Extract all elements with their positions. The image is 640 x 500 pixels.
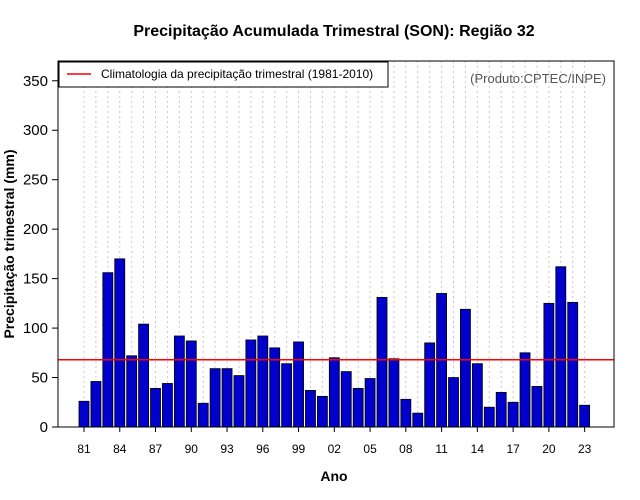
bar-2012 [448,377,459,428]
y-axis: 0 50 100 150 200 250 300 350 [23,73,58,436]
y-axis-label: Precipitação trimestral (mm) [1,149,17,338]
bar-2007 [388,358,400,428]
source-note: (Produto:CPTEC/INPE) [470,71,606,86]
bar-2015 [483,406,495,428]
legend-box [58,61,389,88]
bar-1998 [281,363,293,428]
bar-1995 [245,339,257,428]
bar-1999 [293,341,304,428]
y-tick-label-250: 250 [23,172,48,189]
x-axis-label: Ano [320,468,347,484]
bar-2014 [471,363,483,428]
bar-2016 [495,391,507,428]
bar-2022 [567,301,579,428]
bar-2013 [460,308,471,428]
bar-2003 [340,371,352,428]
bar-1985 [126,355,138,428]
bar-1993 [221,368,233,428]
bar-1986 [138,323,150,428]
bar-2006 [376,297,388,428]
bar-2001 [316,395,328,428]
bar-1987 [150,388,161,428]
bar-1990 [185,340,197,428]
y-tick-label-0: 0 [40,419,48,436]
y-tick-label-100: 100 [23,320,48,337]
x-tick-label-17: 17 [506,442,520,456]
x-tick-label-14: 14 [471,442,485,456]
bar-1989 [173,335,185,428]
bar-2023 [579,404,591,428]
x-tick-label-02: 02 [328,442,342,456]
legend-label: Climatologia da precipitação trimestral … [101,67,373,81]
bar-1982 [90,381,102,428]
y-tick-label-200: 200 [23,221,48,238]
bar-1996 [257,335,269,428]
bar-2019 [531,386,543,428]
x-tick-label-11: 11 [435,442,448,456]
x-tick-label-84: 84 [113,442,127,456]
plot-frame [57,60,615,428]
bar-2021 [555,266,567,428]
x-axis: 81 84 87 90 93 96 99 02 05 08 11 14 17 20 23 [77,427,592,456]
x-tick-label-23: 23 [578,442,592,456]
bar-2008 [400,398,412,428]
y-tick-label-50: 50 [31,370,48,387]
bars [78,258,591,428]
chart-title: Precipitação Acumulada Trimestral (SON):… [133,23,534,40]
x-tick-label-05: 05 [363,442,377,456]
y-tick-label-350: 350 [23,73,48,90]
bar-1992 [209,368,221,428]
bar-2018 [519,352,531,428]
bar-1984 [114,258,126,428]
bar-2017 [507,401,519,428]
bar-2000 [305,389,316,428]
x-tick-label-20: 20 [542,442,556,456]
x-tick-label-99: 99 [292,442,306,456]
bar-1991 [197,402,209,428]
x-tick-label-87: 87 [149,442,163,456]
x-tick-label-93: 93 [220,442,234,456]
bar-1988 [162,383,173,428]
bar-1983 [102,272,114,428]
bar-1994 [233,375,245,428]
x-tick-label-96: 96 [256,442,270,456]
bar-2010 [424,342,436,428]
x-tick-label-08: 08 [399,442,413,456]
x-tick-label-81: 81 [77,442,91,456]
x-tick-label-90: 90 [185,442,199,456]
legend: Climatologia da precipitação trimestral … [58,61,389,88]
bar-2009 [412,412,424,428]
bar-1981 [78,400,90,428]
y-tick-label-300: 300 [23,122,48,139]
bar-2002 [328,357,340,428]
bar-2004 [352,388,364,428]
bar-2005 [364,378,376,428]
y-tick-label-150: 150 [23,271,48,288]
bar-2020 [543,302,555,428]
